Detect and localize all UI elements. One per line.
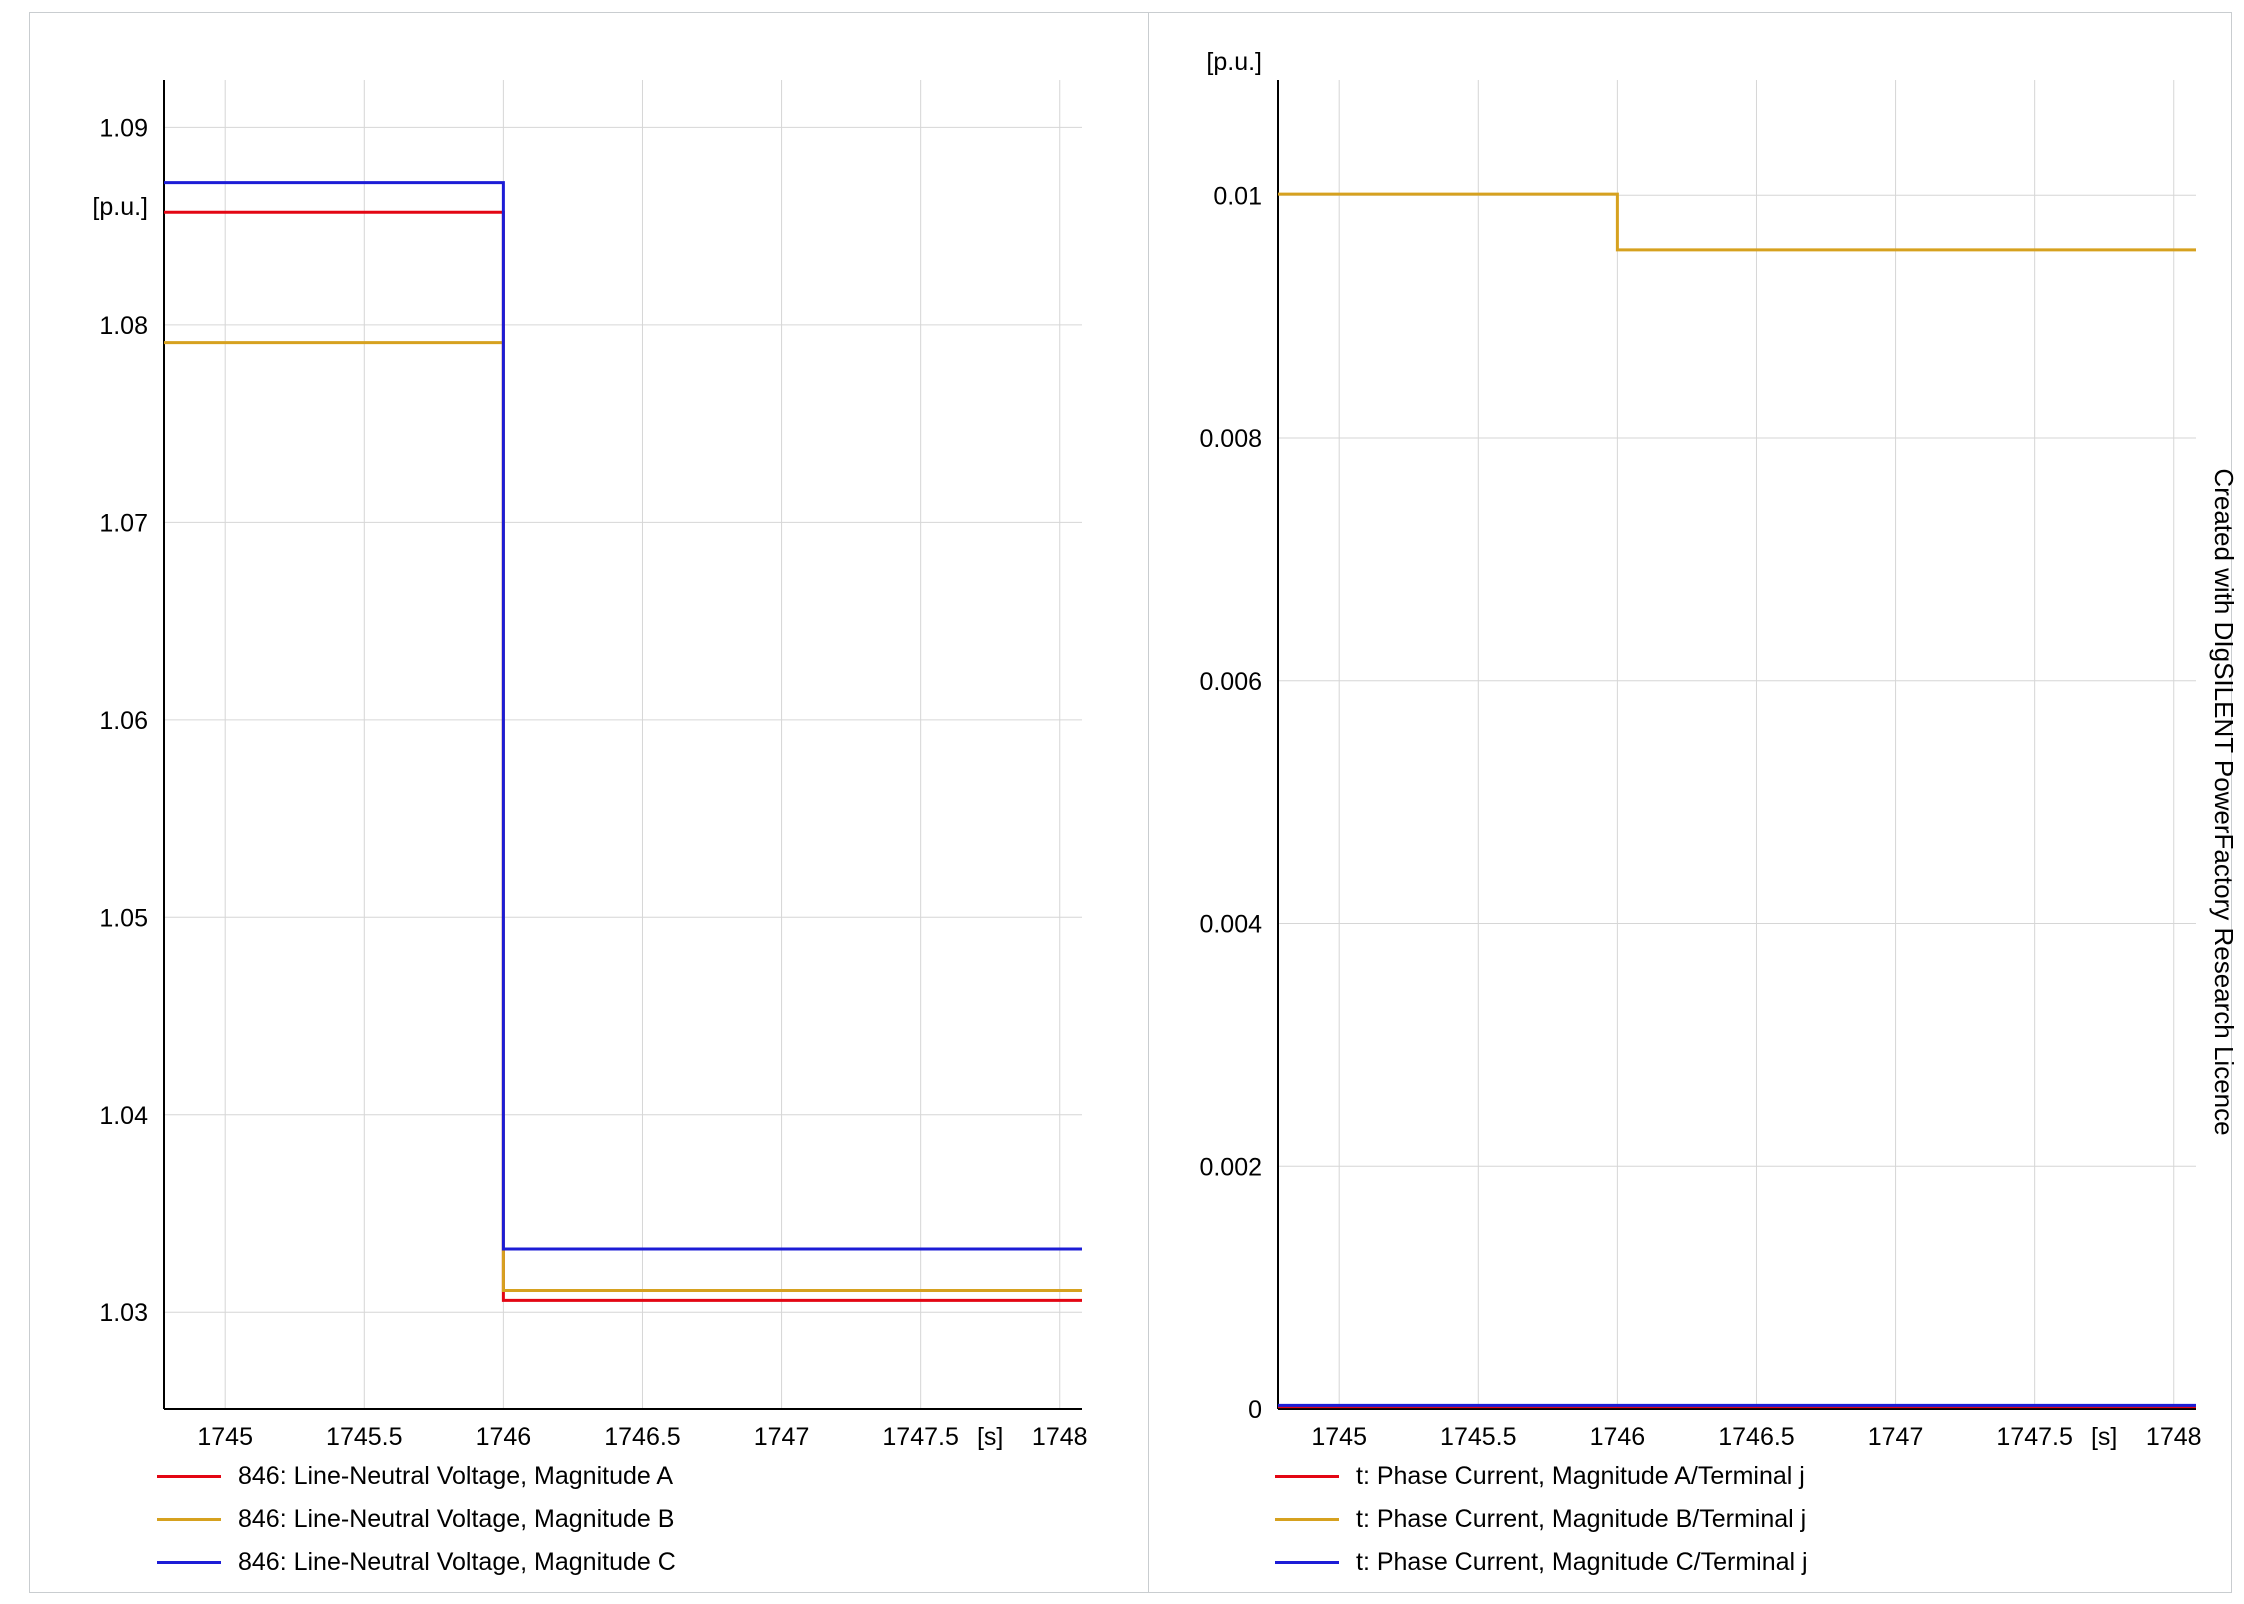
legend-item-current-a: t: Phase Current, Magnitude A/Terminal j (1275, 1461, 1808, 1490)
svg-text:1.05: 1.05 (99, 904, 148, 932)
svg-text:1.03: 1.03 (99, 1299, 148, 1327)
legend-label: 846: Line-Neutral Voltage, Magnitude C (238, 1547, 676, 1576)
legend-line-swatch (1275, 1517, 1339, 1521)
legend-item-voltage-b: 846: Line-Neutral Voltage, Magnitude B (157, 1504, 676, 1533)
svg-text:1748: 1748 (2146, 1423, 2202, 1451)
svg-text:1.07: 1.07 (99, 509, 148, 537)
legend-line-swatch (157, 1517, 221, 1521)
svg-text:[s]: [s] (2091, 1423, 2117, 1451)
svg-text:1.04: 1.04 (99, 1102, 148, 1130)
svg-text:1747.5: 1747.5 (1996, 1423, 2072, 1451)
legend-line-swatch (1275, 1560, 1339, 1564)
figure-frame (29, 12, 2232, 1593)
panel-divider (1148, 12, 1149, 1593)
voltage-legend: 846: Line-Neutral Voltage, Magnitude A 8… (157, 1461, 676, 1576)
svg-text:1.08: 1.08 (99, 312, 148, 340)
svg-text:0.002: 0.002 (1199, 1153, 1262, 1181)
svg-text:1745.5: 1745.5 (326, 1423, 402, 1451)
svg-text:1747: 1747 (1868, 1423, 1924, 1451)
watermark-text: Created with DIgSILENT PowerFactory Rese… (2209, 468, 2239, 1136)
svg-text:1748: 1748 (1032, 1423, 1088, 1451)
svg-text:1.09: 1.09 (99, 114, 148, 142)
current-chart: 0 0.002 0.004 0.006 0.008 0.01 1745 1745.5 1746 1… (1199, 48, 2201, 1451)
svg-text:1746.5: 1746.5 (604, 1423, 680, 1451)
legend-item-voltage-a: 846: Line-Neutral Voltage, Magnitude A (157, 1461, 676, 1490)
svg-text:0.01: 0.01 (1213, 182, 1262, 210)
legend-label: 846: Line-Neutral Voltage, Magnitude B (238, 1504, 675, 1533)
svg-text:1746.5: 1746.5 (1718, 1423, 1794, 1451)
svg-text:1745: 1745 (1311, 1423, 1367, 1451)
legend-line-swatch (157, 1560, 221, 1564)
svg-text:0.006: 0.006 (1199, 668, 1262, 696)
legend-line-swatch (1275, 1474, 1339, 1478)
legend-label: t: Phase Current, Magnitude B/Terminal j (1356, 1504, 1807, 1533)
svg-text:1747: 1747 (754, 1423, 810, 1451)
svg-text:[p.u.]: [p.u.] (1206, 48, 1262, 76)
svg-text:1.06: 1.06 (99, 707, 148, 735)
svg-text:1747.5: 1747.5 (882, 1423, 958, 1451)
svg-text:[s]: [s] (977, 1423, 1003, 1451)
svg-text:0.008: 0.008 (1199, 425, 1262, 453)
legend-item-current-b: t: Phase Current, Magnitude B/Terminal j (1275, 1504, 1808, 1533)
svg-text:1746: 1746 (1590, 1423, 1646, 1451)
legend-item-current-c: t: Phase Current, Magnitude C/Terminal j (1275, 1547, 1808, 1576)
svg-text:0: 0 (1248, 1396, 1262, 1424)
legend-label: t: Phase Current, Magnitude A/Terminal j (1356, 1461, 1805, 1490)
svg-text:1746: 1746 (476, 1423, 532, 1451)
svg-text:0.004: 0.004 (1199, 911, 1262, 939)
svg-text:1745.5: 1745.5 (1440, 1423, 1516, 1451)
legend-label: t: Phase Current, Magnitude C/Terminal j (1356, 1547, 1808, 1576)
legend-label: 846: Line-Neutral Voltage, Magnitude A (238, 1461, 674, 1490)
current-legend: t: Phase Current, Magnitude A/Terminal j… (1275, 1461, 1808, 1576)
legend-line-swatch (157, 1474, 221, 1478)
legend-item-voltage-c: 846: Line-Neutral Voltage, Magnitude C (157, 1547, 676, 1576)
svg-text:1745: 1745 (197, 1423, 253, 1451)
voltage-chart: 1.03 1.04 1.05 1.06 1.07 1.08 1.09 1745 1745.5 17… (92, 80, 1088, 1451)
svg-text:[p.u.]: [p.u.] (92, 193, 148, 221)
